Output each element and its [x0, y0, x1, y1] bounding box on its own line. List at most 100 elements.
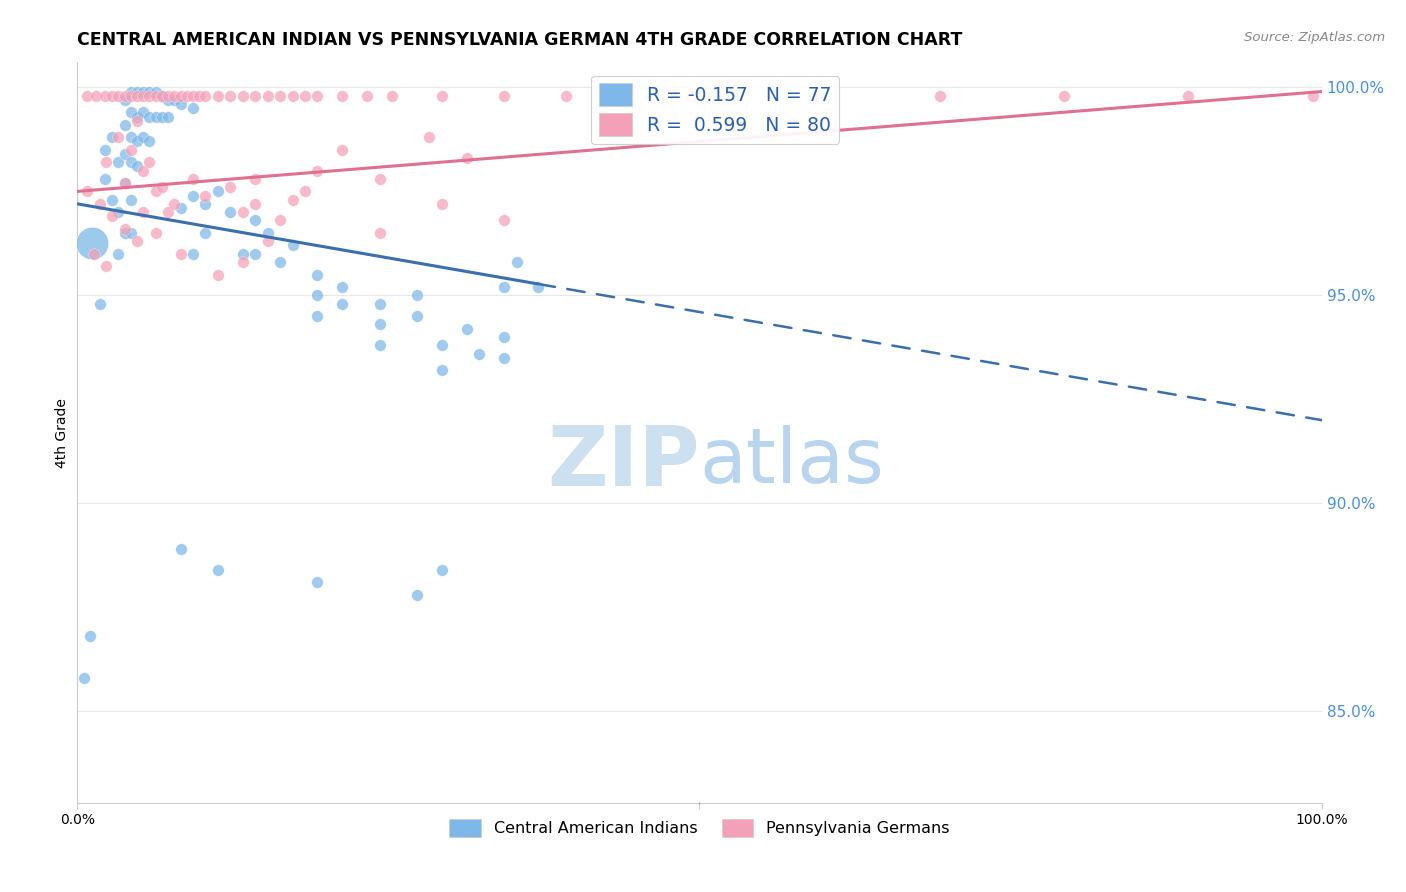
- Point: [245, 172, 267, 186]
- Point: [356, 88, 378, 103]
- Point: [219, 88, 242, 103]
- Point: [169, 201, 191, 215]
- Point: [232, 205, 254, 219]
- Point: [107, 155, 129, 169]
- Point: [679, 88, 702, 103]
- Point: [207, 268, 229, 282]
- Point: [245, 213, 267, 227]
- Point: [332, 143, 354, 157]
- Point: [163, 93, 186, 107]
- Point: [468, 346, 491, 360]
- Point: [368, 296, 391, 310]
- Text: CENTRAL AMERICAN INDIAN VS PENNSYLVANIA GERMAN 4TH GRADE CORRELATION CHART: CENTRAL AMERICAN INDIAN VS PENNSYLVANIA …: [77, 31, 963, 49]
- Point: [93, 143, 115, 157]
- Point: [114, 176, 136, 190]
- Point: [150, 180, 173, 194]
- Point: [101, 193, 124, 207]
- Point: [256, 235, 278, 249]
- Point: [107, 130, 129, 145]
- Point: [281, 193, 304, 207]
- Point: [406, 288, 429, 302]
- Point: [107, 88, 129, 103]
- Point: [169, 97, 191, 112]
- Point: [181, 88, 204, 103]
- Point: [430, 197, 453, 211]
- Point: [169, 542, 191, 557]
- Point: [114, 226, 136, 240]
- Point: [207, 563, 229, 577]
- Point: [82, 236, 104, 251]
- Point: [114, 176, 136, 190]
- Point: [232, 255, 254, 269]
- Point: [181, 101, 204, 115]
- Point: [368, 172, 391, 186]
- Point: [93, 172, 115, 186]
- Point: [368, 338, 391, 352]
- Point: [84, 88, 107, 103]
- Point: [194, 88, 217, 103]
- Point: [150, 88, 173, 103]
- Point: [219, 180, 242, 194]
- Point: [188, 88, 211, 103]
- Point: [368, 318, 391, 332]
- Point: [120, 143, 142, 157]
- Point: [138, 85, 160, 99]
- Point: [114, 93, 136, 107]
- Point: [176, 88, 198, 103]
- Point: [494, 213, 516, 227]
- Point: [138, 88, 160, 103]
- Point: [125, 113, 148, 128]
- Text: atlas: atlas: [700, 425, 884, 500]
- Point: [89, 197, 111, 211]
- Point: [430, 563, 453, 577]
- Point: [307, 268, 329, 282]
- Point: [194, 226, 217, 240]
- Point: [157, 93, 180, 107]
- Point: [269, 88, 291, 103]
- Point: [245, 88, 267, 103]
- Point: [494, 330, 516, 344]
- Point: [181, 188, 204, 202]
- Point: [125, 88, 148, 103]
- Point: [269, 255, 291, 269]
- Point: [132, 105, 155, 120]
- Point: [494, 351, 516, 365]
- Point: [1177, 88, 1199, 103]
- Point: [332, 280, 354, 294]
- Point: [145, 185, 167, 199]
- Point: [132, 85, 155, 99]
- Point: [368, 226, 391, 240]
- Point: [150, 110, 173, 124]
- Point: [332, 296, 354, 310]
- Point: [94, 155, 117, 169]
- Point: [232, 88, 254, 103]
- Point: [89, 296, 111, 310]
- Point: [145, 110, 167, 124]
- Point: [120, 105, 142, 120]
- Point: [181, 172, 204, 186]
- Point: [232, 246, 254, 260]
- Point: [181, 246, 204, 260]
- Point: [120, 85, 142, 99]
- Point: [93, 88, 115, 103]
- Point: [245, 197, 267, 211]
- Point: [245, 246, 267, 260]
- Point: [430, 338, 453, 352]
- Point: [804, 88, 827, 103]
- Point: [72, 671, 94, 685]
- Y-axis label: 4th Grade: 4th Grade: [55, 398, 69, 467]
- Point: [430, 363, 453, 377]
- Point: [114, 147, 136, 161]
- Point: [145, 88, 167, 103]
- Point: [928, 88, 950, 103]
- Point: [120, 155, 142, 169]
- Point: [219, 205, 242, 219]
- Point: [555, 88, 578, 103]
- Point: [76, 88, 98, 103]
- Point: [120, 226, 142, 240]
- Point: [430, 88, 453, 103]
- Point: [307, 88, 329, 103]
- Point: [281, 238, 304, 252]
- Point: [307, 575, 329, 590]
- Point: [456, 321, 478, 335]
